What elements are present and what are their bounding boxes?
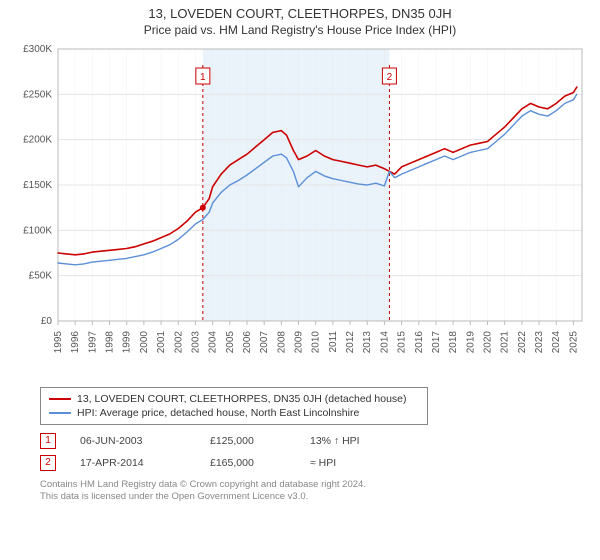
footer-line-2: This data is licensed under the Open Gov… (40, 491, 600, 503)
transaction-badge-2: 2 (40, 455, 56, 471)
svg-text:2004: 2004 (208, 331, 219, 354)
chart-svg: £0 £50K £100K £150K £200K £250K £300K 1995 1996 1… (10, 41, 590, 381)
svg-text:2020: 2020 (483, 331, 494, 354)
svg-text:£0: £0 (41, 316, 53, 327)
chart-title: 13, LOVEDEN COURT, CLEETHORPES, DN35 0JH (0, 0, 600, 21)
svg-text:1998: 1998 (105, 331, 116, 354)
legend-label-property: 13, LOVEDEN COURT, CLEETHORPES, DN35 0JH… (77, 393, 407, 405)
svg-text:£150K: £150K (23, 180, 52, 191)
footer-line-1: Contains HM Land Registry data © Crown c… (40, 479, 600, 491)
svg-text:£50K: £50K (29, 271, 53, 282)
transaction-date-2: 17-APR-2014 (80, 457, 210, 469)
svg-text:2025: 2025 (568, 331, 579, 354)
svg-text:1996: 1996 (70, 331, 81, 354)
svg-text:1: 1 (200, 72, 206, 83)
svg-text:2013: 2013 (362, 331, 373, 354)
svg-text:2007: 2007 (259, 331, 270, 354)
svg-text:2018: 2018 (448, 331, 459, 354)
svg-text:£300K: £300K (23, 44, 52, 55)
svg-text:2003: 2003 (190, 331, 201, 354)
chart-container: 13, LOVEDEN COURT, CLEETHORPES, DN35 0JH… (0, 0, 600, 560)
svg-text:2022: 2022 (517, 331, 528, 354)
svg-text:2023: 2023 (534, 331, 545, 354)
svg-text:2001: 2001 (156, 331, 167, 354)
svg-text:2006: 2006 (242, 331, 253, 354)
transaction-hpi-2: ≈ HPI (310, 457, 336, 469)
svg-text:2014: 2014 (379, 331, 390, 354)
transaction-hpi-1: 13% ↑ HPI (310, 435, 360, 447)
transaction-price-1: £125,000 (210, 435, 310, 447)
transaction-row-2: 2 17-APR-2014 £165,000 ≈ HPI (0, 451, 600, 473)
svg-text:2019: 2019 (465, 331, 476, 354)
legend-item-property: 13, LOVEDEN COURT, CLEETHORPES, DN35 0JH… (49, 392, 419, 406)
svg-text:2012: 2012 (345, 331, 356, 354)
legend: 13, LOVEDEN COURT, CLEETHORPES, DN35 0JH… (40, 387, 428, 425)
svg-text:2011: 2011 (328, 331, 339, 353)
svg-text:£250K: £250K (23, 89, 52, 100)
svg-text:2017: 2017 (431, 331, 442, 354)
transaction-date-1: 06-JUN-2003 (80, 435, 210, 447)
svg-text:2016: 2016 (414, 331, 425, 354)
transaction-price-2: £165,000 (210, 457, 310, 469)
footer: Contains HM Land Registry data © Crown c… (0, 473, 600, 504)
svg-text:2015: 2015 (397, 331, 408, 354)
svg-text:1997: 1997 (87, 331, 98, 354)
transaction-badge-1: 1 (40, 433, 56, 449)
svg-text:2005: 2005 (225, 331, 236, 354)
chart-area: £0 £50K £100K £150K £200K £250K £300K 1995 1996 1… (10, 41, 590, 381)
chart-subtitle: Price paid vs. HM Land Registry's House … (0, 21, 600, 41)
svg-text:2010: 2010 (311, 331, 322, 354)
svg-text:1999: 1999 (122, 331, 133, 354)
svg-text:2009: 2009 (294, 331, 305, 354)
transaction-row-1: 1 06-JUN-2003 £125,000 13% ↑ HPI (0, 429, 600, 451)
legend-swatch-hpi (49, 412, 71, 414)
svg-text:2002: 2002 (173, 331, 184, 354)
legend-label-hpi: HPI: Average price, detached house, Nort… (77, 407, 359, 419)
svg-text:£100K: £100K (23, 225, 52, 236)
svg-text:2000: 2000 (139, 331, 150, 354)
legend-item-hpi: HPI: Average price, detached house, Nort… (49, 406, 419, 420)
svg-text:2008: 2008 (276, 331, 287, 354)
svg-text:2: 2 (387, 72, 393, 83)
svg-text:2024: 2024 (551, 331, 562, 354)
svg-text:1995: 1995 (53, 331, 64, 354)
svg-text:2021: 2021 (500, 331, 511, 354)
legend-swatch-property (49, 398, 71, 400)
svg-text:£200K: £200K (23, 135, 52, 146)
